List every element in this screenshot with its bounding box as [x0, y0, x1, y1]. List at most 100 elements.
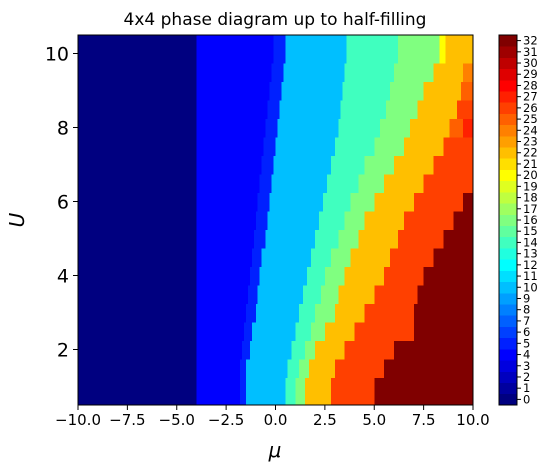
heatmap-cell — [384, 173, 425, 193]
heatmap-cell — [78, 210, 198, 230]
heatmap-cell — [257, 192, 271, 212]
heatmap-cell — [324, 266, 346, 286]
heatmap-cell — [324, 321, 356, 341]
heatmap-cell — [344, 266, 385, 286]
heatmap-cell — [78, 229, 198, 249]
heatmap-cell — [457, 99, 473, 119]
heatmap-cell — [358, 229, 399, 249]
heatmap-cell — [263, 136, 277, 156]
heatmap-cell — [291, 340, 306, 360]
colorbar-swatch — [499, 180, 517, 193]
heatmap-cell — [267, 210, 320, 230]
heatmap-cell — [285, 377, 296, 405]
heatmap-cell — [196, 81, 271, 101]
heatmap-cell — [78, 62, 198, 82]
heatmap-cell — [78, 81, 198, 101]
heatmap-cell — [417, 284, 473, 304]
heatmap-cell — [322, 192, 352, 212]
colorbar-swatch — [499, 203, 517, 215]
heatmap-cell — [241, 340, 251, 360]
heatmap-cell — [269, 192, 324, 212]
heatmap-cell — [346, 35, 399, 64]
colorbar-tick-label: 13 — [523, 247, 538, 261]
y-axis: 2 4 6 8 10 — [45, 44, 78, 362]
heatmap-cell — [285, 35, 348, 64]
heatmap-cell — [78, 247, 198, 267]
colorbar-swatch — [499, 225, 517, 238]
heatmap-cell — [196, 284, 249, 304]
colorbar-tick-label: 3 — [523, 359, 530, 373]
heatmap-cell — [271, 62, 284, 82]
heatmap-cell — [403, 210, 454, 230]
colorbar-swatch — [499, 304, 517, 316]
heatmap-cell — [196, 358, 241, 378]
heatmap-cell — [255, 210, 269, 230]
x-axis-label: μ — [268, 438, 282, 462]
heatmap-cell — [253, 229, 267, 249]
colorbar-tick-label: 29 — [523, 67, 538, 81]
heatmap-cell — [281, 81, 344, 101]
heatmap-cell — [413, 303, 473, 323]
heatmap-cell — [307, 266, 326, 286]
y-axis-label: U — [5, 212, 29, 227]
heatmap-cell — [364, 210, 405, 230]
heatmap-cell — [315, 303, 336, 323]
heatmap-cell — [439, 35, 446, 64]
heatmap-cell — [249, 340, 292, 360]
heatmap-cell — [245, 358, 288, 378]
heatmap-cell — [326, 173, 360, 193]
heatmap-cell — [364, 303, 415, 323]
colorbar-tick-label: 16 — [523, 213, 538, 227]
heatmap-cell — [245, 303, 257, 323]
colorbar-tick-label: 9 — [523, 291, 530, 305]
colorbar-tick-label: 25 — [523, 112, 538, 126]
heatmap-cell — [443, 229, 473, 249]
heatmap-cell — [315, 229, 340, 249]
heatmap-cell — [397, 35, 441, 64]
heatmap-cell — [259, 266, 308, 286]
heatmap-cell — [273, 155, 332, 175]
heatmap-cell — [394, 155, 435, 175]
colorbar-swatch — [499, 158, 517, 170]
heatmap-cell — [344, 210, 365, 230]
heatmap-cell — [374, 377, 473, 405]
heatmap-cell — [374, 284, 419, 304]
colorbar-tick-label: 5 — [523, 336, 530, 350]
heatmap-cell — [251, 247, 263, 267]
heatmap-cell — [409, 118, 450, 138]
heatmap-cell — [344, 340, 395, 360]
heatmap-cell — [344, 62, 395, 82]
heatmap-cell — [265, 118, 279, 138]
heatmap-cell — [275, 136, 336, 156]
heatmap-cell — [295, 377, 306, 405]
colorbar-swatch — [499, 91, 517, 103]
heatmap-cell — [350, 247, 391, 267]
heatmap-cell — [78, 358, 198, 378]
heatmap-cell — [196, 136, 265, 156]
colorbar-tick-label: 22 — [523, 146, 538, 160]
heatmap-cell — [315, 340, 346, 360]
heatmap-cell — [295, 321, 312, 341]
heatmap-cell — [196, 340, 243, 360]
heatmap-cell — [78, 136, 198, 156]
x-axis: −10.0 −7.5 −5.0 −2.5 0.0 2.5 5.0 7.5 10.0 — [55, 405, 490, 429]
heatmap-cell — [364, 155, 395, 175]
heatmap-cell — [251, 321, 296, 341]
colorbar-swatch — [499, 147, 517, 159]
heatmap-cell — [374, 136, 405, 156]
heatmap-cell — [78, 155, 198, 175]
colorbar-swatch — [499, 236, 517, 249]
heatmap-cell — [273, 35, 286, 64]
heatmap-cell — [78, 173, 198, 193]
heatmap-cell — [78, 303, 198, 323]
heatmap-cell — [334, 358, 385, 378]
colorbar-tick-label: 6 — [523, 325, 530, 339]
heatmap-cell — [384, 358, 473, 378]
heatmap-cell — [78, 377, 198, 405]
colorbar-tick-label: 27 — [523, 90, 538, 104]
x-tick-label: 5.0 — [362, 411, 386, 429]
heatmap-cell — [303, 284, 322, 304]
heatmap-cell — [350, 192, 375, 212]
colorbar-frame — [498, 34, 518, 406]
heatmap-cell — [384, 266, 425, 286]
